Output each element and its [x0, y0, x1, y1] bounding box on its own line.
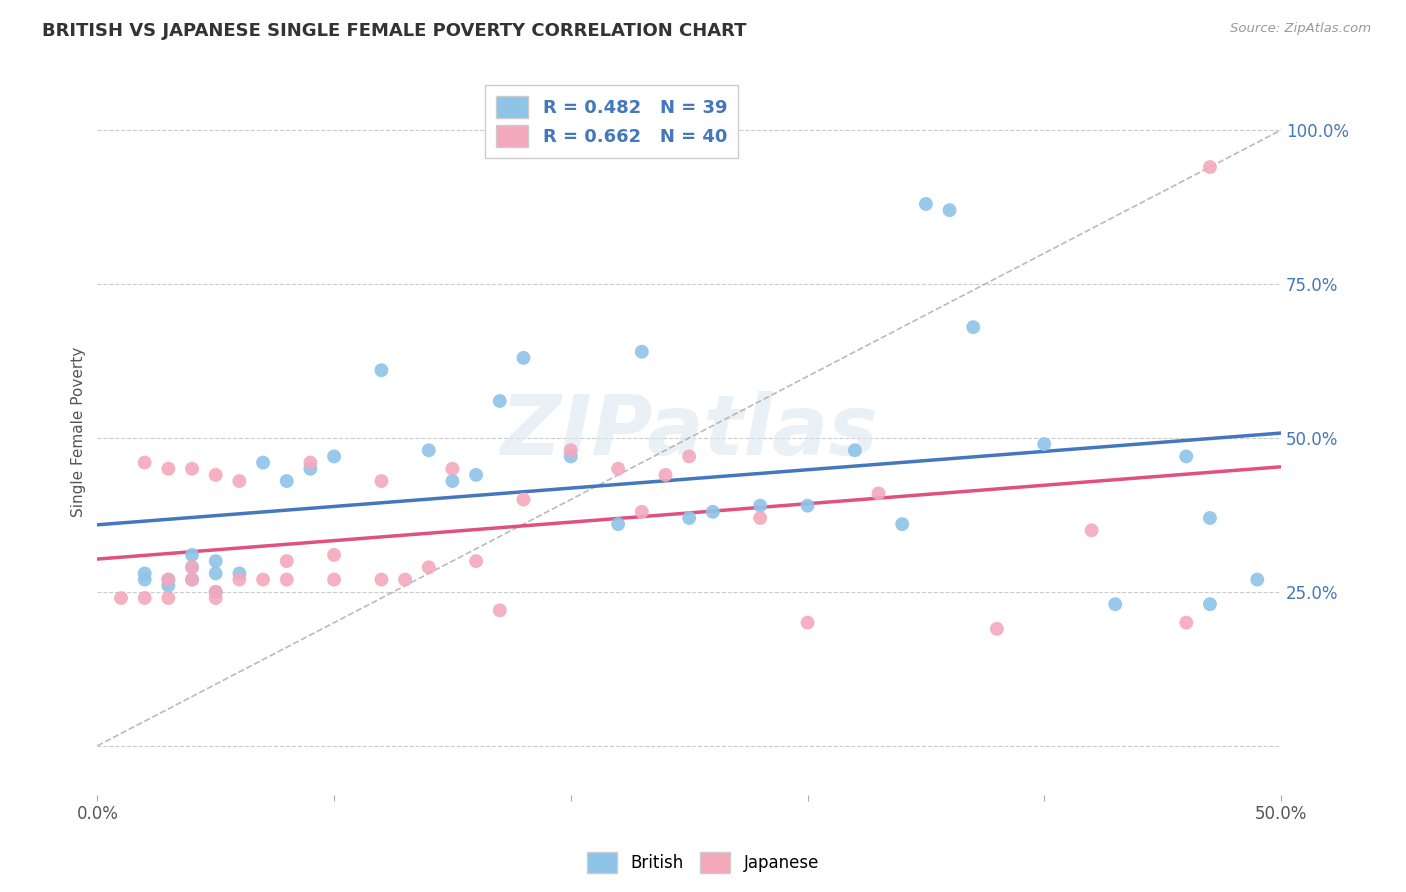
Point [938, 203, 960, 218]
Point [986, 622, 1008, 636]
Legend: British, Japanese: British, Japanese [581, 846, 825, 880]
Point [749, 499, 772, 513]
Point [134, 456, 156, 470]
Point [276, 474, 298, 488]
Point [891, 517, 914, 532]
Point [181, 560, 204, 574]
Point [252, 573, 274, 587]
Point [441, 461, 464, 475]
Point [134, 566, 156, 581]
Point [488, 394, 510, 409]
Point [157, 591, 180, 605]
Point [465, 554, 488, 568]
Point [441, 474, 464, 488]
Point [370, 363, 392, 377]
Point [276, 573, 298, 587]
Point [323, 450, 346, 464]
Point [228, 566, 250, 581]
Point [1175, 450, 1198, 464]
Point [157, 573, 180, 587]
Point [228, 474, 250, 488]
Point [1199, 160, 1222, 174]
Point [181, 573, 204, 587]
Point [654, 467, 676, 482]
Point [868, 486, 890, 500]
Point [962, 320, 984, 334]
Point [1246, 573, 1268, 587]
Point [110, 591, 132, 605]
Point [512, 351, 534, 365]
Point [394, 573, 416, 587]
Point [560, 450, 582, 464]
Point [560, 443, 582, 458]
Text: Source: ZipAtlas.com: Source: ZipAtlas.com [1230, 22, 1371, 36]
Point [157, 461, 180, 475]
Point [204, 566, 226, 581]
Legend: R = 0.482   N = 39, R = 0.662   N = 40: R = 0.482 N = 39, R = 0.662 N = 40 [485, 85, 738, 158]
Point [488, 603, 510, 617]
Point [915, 197, 938, 211]
Point [1199, 597, 1222, 611]
Point [204, 591, 226, 605]
Text: BRITISH VS JAPANESE SINGLE FEMALE POVERTY CORRELATION CHART: BRITISH VS JAPANESE SINGLE FEMALE POVERT… [42, 22, 747, 40]
Point [181, 573, 204, 587]
Point [204, 585, 226, 599]
Point [512, 492, 534, 507]
Point [134, 591, 156, 605]
Point [749, 511, 772, 525]
Point [678, 511, 700, 525]
Point [370, 573, 392, 587]
Point [844, 443, 866, 458]
Point [1104, 597, 1126, 611]
Point [418, 560, 440, 574]
Point [370, 474, 392, 488]
Point [157, 573, 180, 587]
Point [418, 443, 440, 458]
Point [228, 573, 250, 587]
Point [1033, 437, 1056, 451]
Point [796, 499, 818, 513]
Point [323, 548, 346, 562]
Point [181, 461, 204, 475]
Point [134, 573, 156, 587]
Y-axis label: Single Female Poverty: Single Female Poverty [72, 347, 86, 517]
Point [465, 467, 488, 482]
Point [1199, 511, 1222, 525]
Point [702, 505, 724, 519]
Point [204, 585, 226, 599]
Point [607, 517, 630, 532]
Point [678, 450, 700, 464]
Point [181, 560, 204, 574]
Point [1175, 615, 1198, 630]
Point [607, 461, 630, 475]
Text: ZIPatlas: ZIPatlas [501, 392, 879, 472]
Point [181, 548, 204, 562]
Point [299, 461, 322, 475]
Point [796, 615, 818, 630]
Point [1080, 524, 1102, 538]
Point [276, 554, 298, 568]
Point [323, 573, 346, 587]
Point [299, 456, 322, 470]
Point [252, 456, 274, 470]
Point [157, 579, 180, 593]
Point [204, 467, 226, 482]
Point [630, 505, 652, 519]
Point [630, 344, 652, 359]
Point [204, 554, 226, 568]
